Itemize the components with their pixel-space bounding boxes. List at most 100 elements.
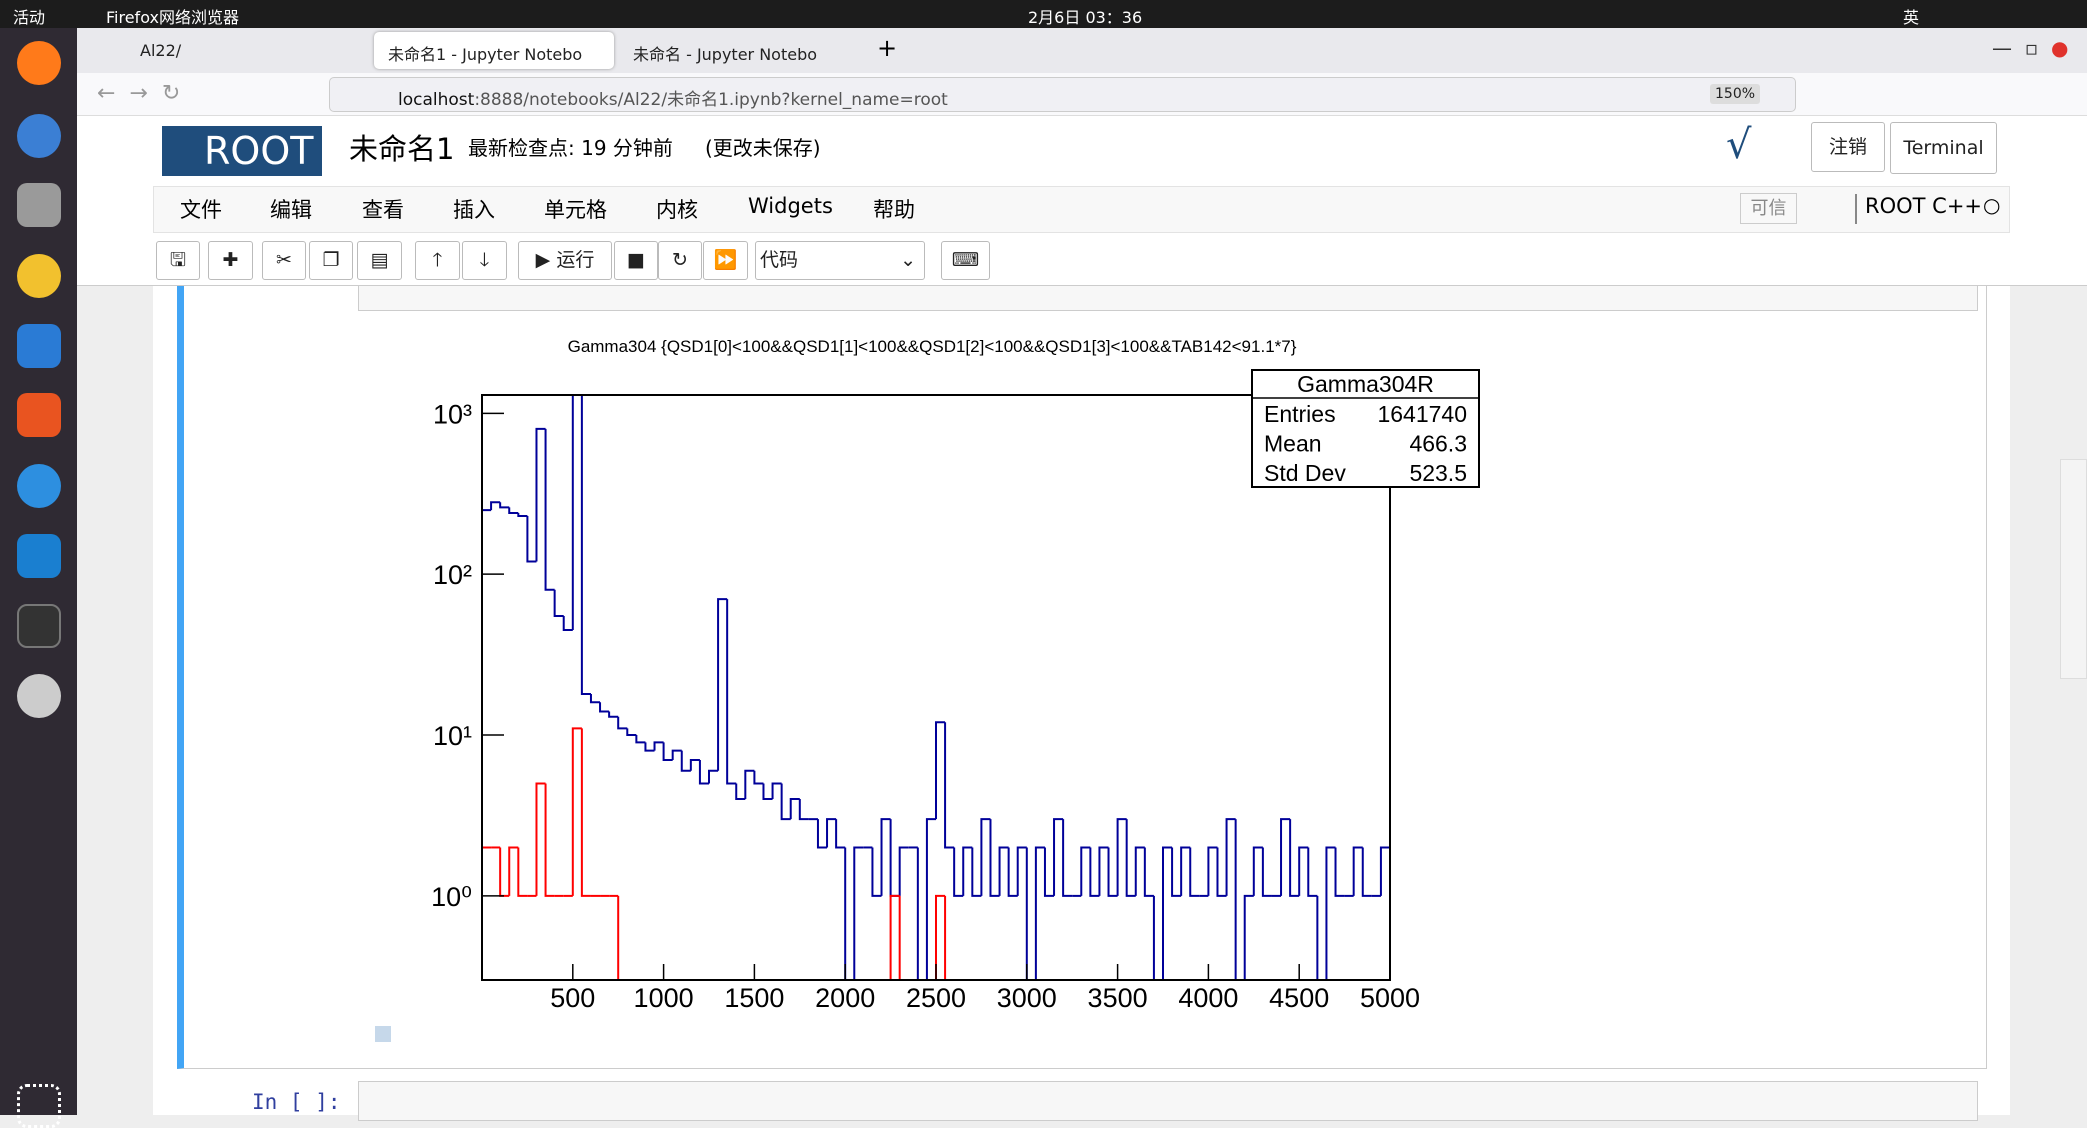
writer-icon[interactable] bbox=[17, 324, 61, 368]
menu-item[interactable]: Widgets bbox=[748, 194, 833, 218]
trusted[interactable]: 可信 bbox=[1740, 193, 1797, 224]
tab[interactable]: Al22/ bbox=[140, 41, 182, 60]
add-button[interactable]: ✚ bbox=[208, 241, 253, 280]
histogram-bin bbox=[1080, 846, 1091, 896]
activities[interactable]: 活动 bbox=[13, 8, 46, 27]
up-button[interactable]: 🡑 bbox=[415, 241, 460, 280]
dock bbox=[0, 28, 77, 1128]
y-tick-label: 10¹ bbox=[433, 721, 472, 751]
tab-bar: Al22/ 未命名1 - Jupyter Notebo 未命名 - Jupyte… bbox=[77, 28, 2087, 73]
input-method[interactable]: 英 bbox=[1903, 8, 1920, 27]
histogram-bin bbox=[826, 818, 837, 848]
stats-label: Mean bbox=[1264, 431, 1322, 457]
nav-bar: ← → ↻ localhost:8888/notebooks/Al22/未命名1… bbox=[77, 73, 2087, 116]
histogram-bin bbox=[844, 847, 855, 981]
histogram-bin bbox=[499, 502, 510, 509]
cell-type-select[interactable]: 代码 ⌄ bbox=[755, 241, 925, 280]
histogram-bin bbox=[1307, 847, 1318, 897]
histogram-bin bbox=[617, 716, 628, 730]
histogram-bin bbox=[1062, 819, 1073, 897]
histogram-bin bbox=[780, 783, 791, 821]
kernel-logo: √ bbox=[1726, 122, 1752, 168]
terminal-button[interactable]: Terminal bbox=[1890, 122, 1997, 174]
url-field[interactable]: localhost:8888/notebooks/Al22/未命名1.ipynb… bbox=[329, 77, 1796, 112]
url-host: localhost bbox=[398, 90, 475, 110]
logout-button[interactable]: 注销 bbox=[1811, 122, 1885, 172]
histogram-bin bbox=[853, 846, 864, 980]
copy-button[interactable]: ❐ bbox=[309, 241, 353, 280]
paste-button[interactable]: ▤ bbox=[357, 241, 402, 280]
x-tick-label: 4500 bbox=[1269, 983, 1329, 1013]
root-logo[interactable]: ROOT bbox=[162, 126, 322, 176]
x-tick-label: 3000 bbox=[997, 983, 1057, 1013]
menu-item[interactable]: 帮助 bbox=[873, 198, 915, 222]
histogram-bin bbox=[1116, 818, 1127, 896]
histogram-bin bbox=[980, 818, 991, 896]
firefox-icon[interactable] bbox=[17, 41, 61, 85]
notebook-name[interactable]: 未命名1 bbox=[349, 132, 455, 166]
histogram-bin bbox=[944, 722, 955, 849]
histogram-bin bbox=[925, 818, 936, 980]
histogram-bin bbox=[1025, 847, 1036, 981]
histogram-bin bbox=[889, 819, 900, 897]
run-button[interactable]: ▶ 运行 bbox=[518, 241, 612, 280]
terminal-icon[interactable] bbox=[17, 604, 61, 648]
app-menu[interactable]: Firefox网络浏览器 bbox=[106, 8, 239, 27]
histogram-bin bbox=[1180, 846, 1191, 896]
dvd-icon[interactable] bbox=[17, 674, 61, 718]
zoom[interactable]: 150% bbox=[1710, 84, 1761, 104]
tab[interactable]: 未命名 - Jupyter Notebo bbox=[633, 45, 818, 64]
software-icon[interactable] bbox=[17, 393, 61, 437]
mail-icon[interactable] bbox=[17, 114, 61, 158]
vscode-icon[interactable] bbox=[17, 534, 61, 578]
stop-button[interactable]: ■ bbox=[614, 241, 658, 280]
menu-item[interactable]: 查看 bbox=[362, 198, 404, 222]
menu-item[interactable]: 编辑 bbox=[270, 198, 312, 222]
kernel-name[interactable]: ROOT C++ bbox=[1865, 194, 1983, 218]
histogram-bin bbox=[617, 895, 628, 981]
tab-active[interactable]: 未命名1 - Jupyter Notebo bbox=[374, 32, 614, 69]
histogram-bin bbox=[535, 427, 546, 562]
histogram-bin bbox=[1016, 846, 1027, 896]
menu-item[interactable]: 文件 bbox=[180, 198, 222, 222]
histogram-bin bbox=[944, 895, 955, 981]
music-icon[interactable] bbox=[17, 254, 61, 298]
menu-item[interactable]: 插入 bbox=[453, 198, 495, 222]
menu-item[interactable]: 单元格 bbox=[544, 198, 607, 222]
fast-forward-button[interactable]: ⏩ bbox=[703, 241, 748, 280]
y-tick-label: 10³ bbox=[433, 399, 472, 429]
histogram-bin bbox=[1098, 846, 1109, 896]
window-controls[interactable]: — ▫ ● bbox=[1992, 36, 2069, 60]
save-button[interactable]: 🖫 bbox=[156, 241, 200, 280]
output-toggle[interactable] bbox=[375, 1026, 391, 1042]
histogram-bin bbox=[535, 782, 546, 896]
histogram-bin bbox=[835, 819, 846, 849]
histogram-bin bbox=[662, 742, 673, 761]
input-cell[interactable] bbox=[358, 1081, 1978, 1121]
histogram-bin bbox=[481, 846, 492, 980]
nav-buttons[interactable]: ← → ↻ bbox=[97, 81, 181, 106]
keyboard-button[interactable]: ⌨ bbox=[941, 241, 990, 280]
new-tab[interactable]: + bbox=[877, 34, 898, 62]
histogram-bin bbox=[1243, 894, 1254, 980]
restart-button[interactable]: ↻ bbox=[658, 241, 702, 280]
histogram-bin bbox=[571, 727, 582, 896]
files-icon[interactable] bbox=[17, 183, 61, 227]
run-label: 运行 bbox=[556, 249, 595, 271]
histogram-bin bbox=[1234, 819, 1245, 981]
system-bar: 活动 Firefox网络浏览器 2月6日 03：36 英 bbox=[0, 0, 2087, 28]
menubar bbox=[153, 186, 2010, 233]
histogram-bin bbox=[1007, 847, 1018, 897]
help-icon[interactable] bbox=[17, 464, 61, 508]
histogram-bin bbox=[889, 894, 900, 980]
histogram-bin bbox=[1261, 847, 1272, 897]
menu-item[interactable]: 内核 bbox=[656, 198, 698, 222]
histogram-bin bbox=[735, 783, 746, 801]
histogram-bin bbox=[1316, 895, 1327, 981]
histogram-bin bbox=[589, 693, 601, 704]
cut-button[interactable]: ✂ bbox=[262, 241, 306, 280]
clock[interactable]: 2月6日 03：36 bbox=[1028, 8, 1143, 27]
histogram-bin bbox=[517, 513, 528, 517]
down-button[interactable]: 🡓 bbox=[462, 241, 507, 280]
unsaved: (更改未保存) bbox=[705, 136, 821, 160]
